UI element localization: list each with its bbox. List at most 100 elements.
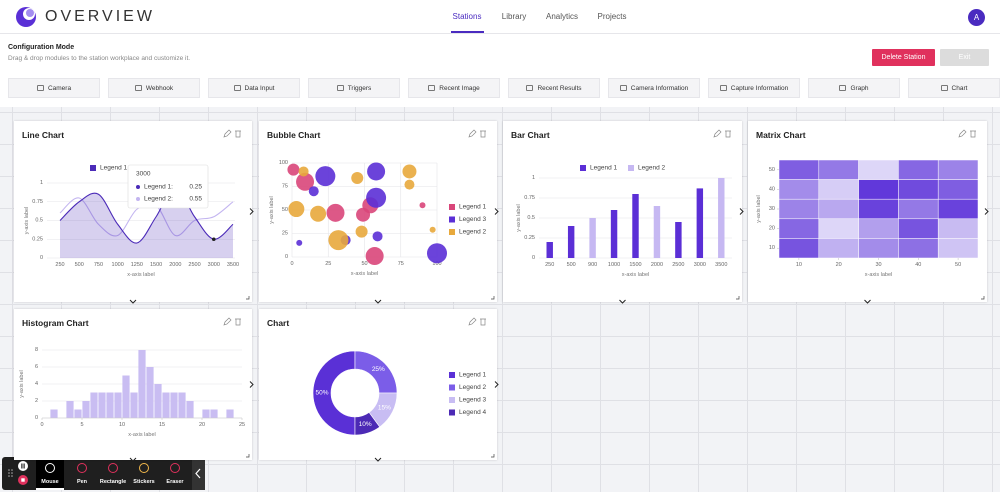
delete-icon[interactable] bbox=[725, 130, 731, 138]
matrix-cell bbox=[858, 218, 899, 239]
delete-button[interactable]: Delete Station bbox=[872, 49, 935, 66]
module-button[interactable]: Camera bbox=[8, 78, 100, 98]
module-button[interactable]: Capture Information bbox=[708, 78, 800, 98]
edit-icon[interactable] bbox=[223, 317, 232, 326]
resize-handle[interactable] bbox=[246, 296, 250, 300]
edit-icon[interactable] bbox=[958, 129, 967, 138]
module-button[interactable]: Camera Information bbox=[608, 78, 700, 98]
nav-tab[interactable]: Projects bbox=[597, 12, 627, 21]
edit-icon[interactable] bbox=[713, 129, 722, 138]
legend-label: Legend 4 bbox=[459, 409, 486, 416]
nav-tab[interactable]: Library bbox=[501, 12, 527, 21]
expand-right[interactable] bbox=[739, 208, 744, 215]
bar bbox=[610, 210, 618, 258]
module-label: Webhook bbox=[145, 84, 174, 92]
nav-tab[interactable]: Stations bbox=[452, 12, 482, 21]
delete-icon[interactable] bbox=[235, 130, 241, 138]
expand-right[interactable] bbox=[494, 381, 499, 388]
module-button[interactable]: Triggers bbox=[308, 78, 400, 98]
expand-right[interactable] bbox=[249, 381, 254, 388]
y-tick-label: 0.75 bbox=[524, 195, 535, 201]
module-button[interactable]: Recent Image bbox=[408, 78, 500, 98]
config-title: Configuration Mode bbox=[8, 44, 75, 51]
histogram-bar bbox=[82, 401, 90, 418]
module-button[interactable]: Graph bbox=[808, 78, 900, 98]
edit-icon[interactable] bbox=[468, 317, 477, 326]
expand-down[interactable] bbox=[374, 299, 382, 304]
y-tick-label: 0.5 bbox=[35, 218, 43, 224]
resize-handle[interactable] bbox=[491, 296, 495, 300]
matrix-cell bbox=[937, 218, 979, 239]
y-tick-label: 0 bbox=[532, 255, 535, 261]
tool-label: Mouse bbox=[41, 479, 58, 485]
resize-handle[interactable] bbox=[246, 454, 250, 458]
tool-button[interactable]: Rectangle bbox=[100, 463, 126, 486]
expand-down[interactable] bbox=[129, 299, 137, 304]
bar bbox=[567, 226, 575, 258]
bubble bbox=[372, 231, 383, 242]
x-tick-label: 2500 bbox=[188, 262, 200, 268]
tool-button[interactable]: Stickers bbox=[133, 463, 155, 486]
module-button[interactable]: Recent Results bbox=[508, 78, 600, 98]
x-tick-label: 50 bbox=[361, 261, 367, 267]
delete-glyph bbox=[235, 130, 241, 138]
bubble bbox=[326, 203, 345, 222]
nav-tab[interactable]: Analytics bbox=[545, 12, 579, 21]
tooltip-name: Legend 2: bbox=[144, 196, 173, 203]
module-button[interactable]: Chart bbox=[908, 78, 1000, 98]
donut-label: 25% bbox=[372, 366, 385, 373]
delete-icon[interactable] bbox=[235, 318, 241, 326]
tooltip-point bbox=[211, 237, 216, 242]
tool-button[interactable]: Eraser bbox=[166, 463, 184, 486]
delete-icon[interactable] bbox=[480, 318, 486, 326]
card-svg: Matrix Chart 10 20 30 40 50 10 20 30 40 50 x-axis l… bbox=[756, 129, 989, 304]
logo bbox=[16, 7, 36, 27]
legend-swatch bbox=[628, 165, 634, 171]
resize-handle[interactable] bbox=[491, 454, 495, 458]
module-button[interactable]: Webhook bbox=[108, 78, 200, 98]
expand-right[interactable] bbox=[249, 208, 254, 215]
histogram-bar bbox=[130, 392, 138, 418]
resize-handle[interactable] bbox=[981, 296, 985, 300]
brand: OVERVIEW bbox=[45, 8, 155, 25]
expand-right[interactable] bbox=[984, 208, 989, 215]
tooltip-value: 0.55 bbox=[189, 196, 202, 203]
edit-icon[interactable] bbox=[468, 129, 477, 138]
expand-right[interactable] bbox=[494, 208, 499, 215]
avatar[interactable]: A bbox=[968, 9, 985, 26]
module-button[interactable]: Data Input bbox=[208, 78, 300, 98]
tool-button[interactable]: Mouse bbox=[36, 458, 64, 490]
x-tick-label: 3000 bbox=[208, 262, 220, 268]
legend-label: Legend 3 bbox=[459, 397, 486, 404]
expand-down[interactable] bbox=[619, 299, 626, 304]
x-tick-label: 250 bbox=[55, 262, 64, 268]
matrix-cell bbox=[898, 218, 939, 239]
histogram-bar bbox=[170, 392, 178, 418]
x-tick-label: 5 bbox=[80, 422, 83, 428]
module-label: Recent Image bbox=[439, 84, 480, 92]
module-icon bbox=[336, 85, 344, 91]
histogram-bar bbox=[106, 392, 114, 418]
legend-label: Legend 2 bbox=[638, 165, 665, 172]
module-label: Camera Information bbox=[630, 84, 689, 92]
edit-icon[interactable] bbox=[223, 129, 232, 138]
expand-down[interactable] bbox=[129, 457, 137, 462]
delete-icon[interactable] bbox=[480, 130, 486, 138]
x-axis-label: x-axis label bbox=[128, 432, 156, 438]
exit-button[interactable]: Exit bbox=[940, 49, 989, 66]
x-tick-label: 2000 bbox=[651, 262, 663, 268]
expand-down[interactable] bbox=[374, 457, 382, 462]
histogram-bar bbox=[138, 350, 146, 418]
histogram-bar bbox=[74, 409, 82, 418]
histogram-bar bbox=[98, 392, 106, 418]
legend-swatch bbox=[449, 204, 455, 210]
bubble bbox=[296, 172, 315, 191]
tool-button[interactable]: Pen bbox=[77, 463, 88, 486]
resize-handle[interactable] bbox=[736, 296, 740, 300]
bubble bbox=[288, 201, 305, 218]
card-title: Bar Chart bbox=[511, 130, 550, 140]
delete-icon[interactable] bbox=[970, 130, 976, 138]
card-title: Histogram Chart bbox=[22, 318, 89, 328]
legend-swatch bbox=[449, 229, 455, 235]
expand-down[interactable] bbox=[864, 299, 871, 304]
